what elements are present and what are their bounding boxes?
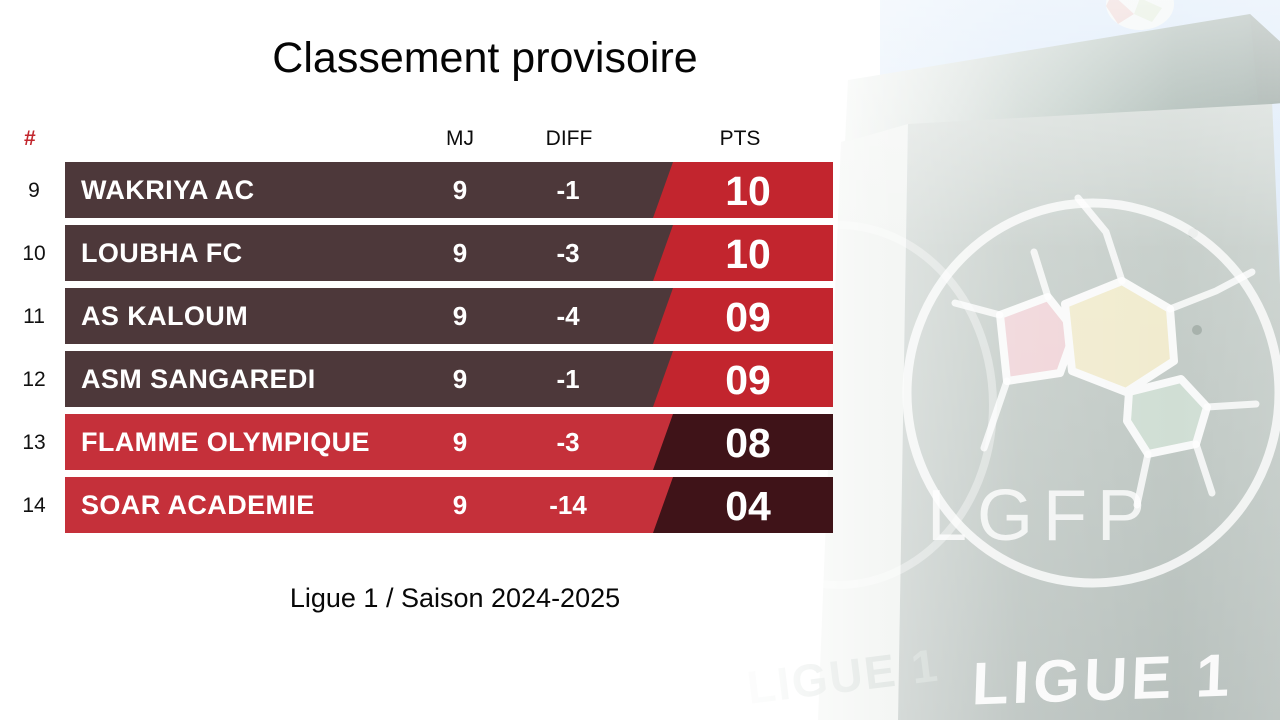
team-name: WAKRIYA AC [81, 175, 255, 205]
season-caption: Ligue 1 / Saison 2024-2025 [289, 583, 621, 613]
rank-number: 10 [22, 242, 46, 265]
team-name: LOUBHA FC [81, 238, 243, 268]
table-row: 14 SOAR ACADEMIE 9 -14 04 [22, 477, 833, 533]
team-name: FLAMME OLYMPIQUE [81, 427, 370, 457]
points-box: 04 [653, 477, 833, 533]
matches-played: 9 [452, 490, 468, 520]
table-row: 11 AS KALOUM 9 -4 09 [23, 288, 833, 344]
rank-number: 11 [23, 305, 45, 328]
goal-difference: -1 [556, 364, 580, 394]
column-header-mj: MJ [446, 127, 474, 150]
points-box: 09 [653, 351, 833, 407]
team-name: ASM SANGAREDI [81, 364, 316, 394]
table-row: 9 WAKRIYA AC 9 -1 10 [28, 162, 833, 218]
points-value: 08 [725, 420, 771, 466]
points-box: 09 [653, 288, 833, 344]
matches-played: 9 [452, 238, 468, 268]
points-box: 10 [653, 162, 833, 218]
rank-number: 14 [22, 494, 46, 517]
table-row: 13 FLAMME OLYMPIQUE 9 -3 08 [22, 414, 833, 470]
goal-difference: -4 [556, 301, 580, 331]
page-title: Classement provisoire [272, 34, 698, 82]
points-value: 10 [725, 231, 771, 277]
matches-played: 9 [452, 175, 468, 205]
team-name: SOAR ACADEMIE [81, 490, 315, 520]
points-value: 09 [725, 357, 771, 403]
matches-played: 9 [452, 364, 468, 394]
points-value: 10 [725, 168, 771, 214]
goal-difference: -3 [556, 238, 580, 268]
goal-difference: -3 [556, 427, 580, 457]
column-header-rank: # [24, 127, 36, 150]
table-row: 10 LOUBHA FC 9 -3 10 [22, 225, 833, 281]
rank-number: 9 [28, 179, 40, 202]
rank-number: 13 [22, 431, 46, 454]
matches-played: 9 [452, 301, 468, 331]
table-row: 12 ASM SANGAREDI 9 -1 09 [22, 351, 833, 407]
points-value: 09 [725, 294, 771, 340]
matches-played: 9 [452, 427, 468, 457]
points-box: 08 [653, 414, 833, 470]
column-header-diff: DIFF [545, 127, 593, 150]
column-header-pts: PTS [719, 127, 761, 150]
points-box: 10 [653, 225, 833, 281]
rank-number: 12 [22, 368, 46, 391]
team-name: AS KALOUM [81, 301, 249, 331]
standings-table: 9 WAKRIYA AC 9 -1 10 10 LOUBHA FC 9 -3 1… [22, 162, 833, 540]
points-value: 04 [725, 483, 771, 529]
goal-difference: -1 [556, 175, 580, 205]
goal-difference: -14 [549, 490, 587, 520]
